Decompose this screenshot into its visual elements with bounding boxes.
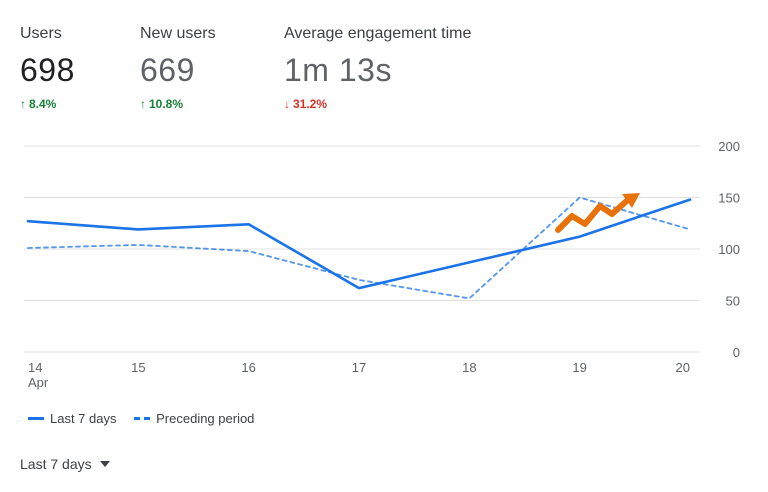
x-tick-label: 15: [131, 360, 145, 375]
metric-label: Users: [20, 25, 62, 42]
y-tick-label: 150: [718, 191, 740, 206]
series-line-last-7-days: [26, 198, 692, 290]
chart-legend: Last 7 days Preceding period: [28, 408, 268, 428]
solid-line-icon: [28, 417, 44, 420]
x-tick-label: 17: [352, 360, 366, 375]
x-tick-label: 14: [28, 360, 42, 375]
trend-up-arrow-icon: [555, 195, 633, 233]
x-tick-label: 16: [241, 360, 255, 375]
metric-change: ↑ 8.4%: [20, 96, 75, 112]
metric-new-users[interactable]: New users 669 ↑ 10.8%: [140, 24, 216, 112]
y-tick-label: 100: [718, 242, 740, 257]
legend-label: Last 7 days: [50, 411, 117, 426]
y-tick-label: 50: [726, 294, 740, 309]
arrow-down-icon: ↓: [284, 97, 290, 111]
trend-arrow-head-icon: [622, 193, 640, 208]
x-tick-label: 19: [572, 360, 586, 375]
dashed-line-icon: [134, 417, 151, 420]
metric-value: 698: [20, 52, 75, 88]
metric-change-value: 8.4%: [29, 97, 57, 111]
arrow-up-icon: ↑: [140, 97, 146, 111]
metric-change: ↑ 10.8%: [140, 96, 216, 112]
x-tick-label: 18: [462, 360, 476, 375]
metric-value: 1m 13s: [284, 52, 392, 88]
metric-change-value: 31.2%: [293, 97, 328, 111]
metric-users[interactable]: Users 698 ↑ 8.4%: [20, 24, 75, 112]
legend-item-preceding-period[interactable]: Preceding period: [134, 411, 254, 426]
line-chart: 0 50 100 150 200 14 Apr 15 16 17 18 19 20: [0, 130, 768, 392]
x-tick-sublabel: Apr: [28, 375, 49, 390]
y-tick-label: 200: [718, 139, 740, 154]
y-tick-label: 0: [733, 345, 740, 360]
x-tick-label: 20: [676, 360, 690, 375]
metric-value: 669: [140, 52, 195, 88]
metric-label: New users: [140, 25, 216, 42]
metric-change: ↓ 31.2%: [284, 96, 471, 112]
legend-item-last-7-days[interactable]: Last 7 days: [28, 411, 117, 426]
metric-label: Average engagement time: [284, 25, 472, 42]
legend-label: Preceding period: [156, 411, 255, 426]
series-line-preceding-period: [27, 196, 691, 300]
date-range-dropdown[interactable]: Last 7 days: [20, 456, 110, 472]
metric-change-value: 10.8%: [149, 97, 184, 111]
metric-avg-engagement[interactable]: Average engagement time 1m 13s ↓ 31.2%: [284, 24, 471, 112]
date-range-label: Last 7 days: [20, 456, 92, 472]
metrics-row: Users 698 ↑ 8.4% New users 669 ↑ 10.8% Ave…: [20, 24, 720, 124]
caret-down-icon: [99, 461, 110, 467]
arrow-up-icon: ↑: [20, 97, 26, 111]
